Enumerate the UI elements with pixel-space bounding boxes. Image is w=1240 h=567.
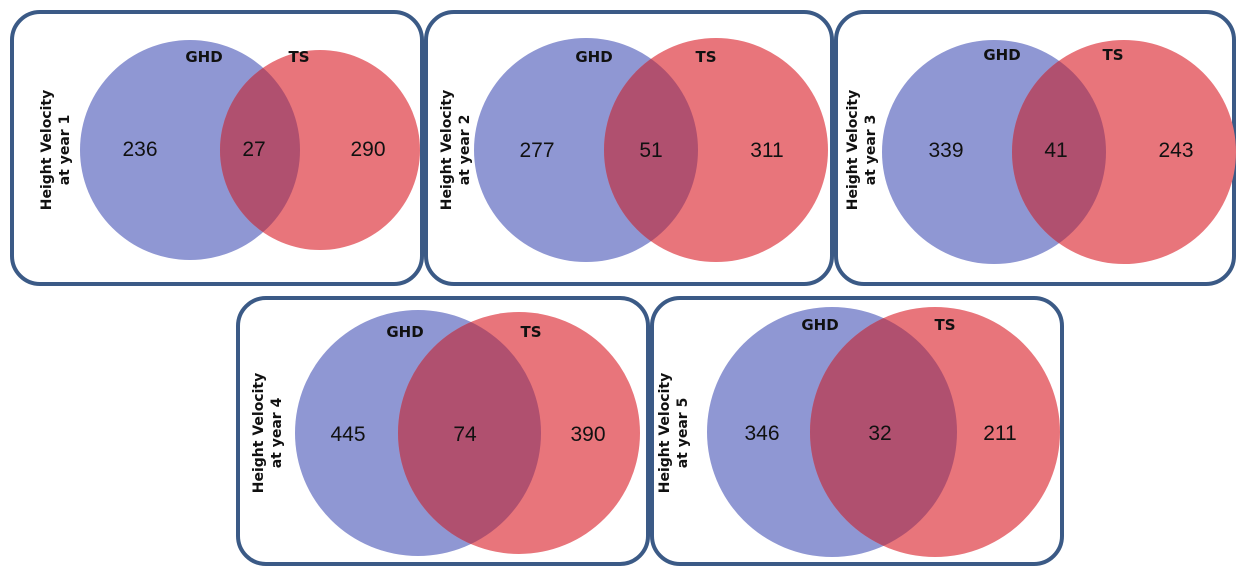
overlap-count: 32 (868, 422, 891, 445)
venn-panel-year-2: Height Velocity at year 2 GHD TS 277 51 … (424, 10, 834, 286)
ts-set-label: TS (1102, 46, 1123, 64)
ghd-only-count: 339 (928, 139, 963, 162)
panel-title-line-1: Height Velocity (657, 373, 673, 493)
ghd-set-label: GHD (983, 46, 1020, 64)
ts-only-count: 290 (350, 138, 385, 161)
overlap-count: 74 (453, 423, 477, 446)
panel-title-line-1: Height Velocity (39, 90, 55, 210)
venn-panel-year-3: Height Velocity at year 3 GHD TS 339 41 … (834, 10, 1236, 286)
ts-only-count: 390 (570, 423, 605, 446)
venn-panel-year-4: Height Velocity at year 4 GHD TS 445 74 … (236, 296, 650, 566)
ts-set-label: TS (934, 316, 955, 334)
ghd-only-count: 346 (744, 422, 779, 445)
venn-panel-year-5: Height Velocity at year 5 GHD TS 346 32 … (650, 296, 1064, 566)
panel-title-line-2: at year 2 (457, 115, 473, 186)
overlap-region (1012, 40, 1106, 264)
ts-only-count: 311 (750, 139, 783, 162)
panel-title-line-2: at year 1 (57, 115, 73, 186)
overlap-count: 27 (242, 138, 265, 161)
ghd-only-count: 236 (122, 138, 157, 161)
ts-set-label: TS (288, 48, 309, 66)
ghd-set-label: GHD (801, 316, 838, 334)
panel-title-line-1: Height Velocity (845, 90, 861, 210)
panel-title-line-2: at year 4 (269, 397, 285, 468)
venn-panel-year-1: Height Velocity at year 1 GHD TS 236 27 … (10, 10, 424, 286)
ghd-set-label: GHD (185, 48, 222, 66)
ts-only-count: 243 (1158, 139, 1193, 162)
ghd-set-label: GHD (386, 323, 423, 341)
panel-title-line-2: at year 3 (863, 115, 879, 186)
panel-title-line-1: Height Velocity (439, 90, 455, 210)
ts-only-count: 211 (983, 422, 1016, 445)
ghd-only-count: 277 (519, 139, 554, 162)
overlap-count: 51 (639, 139, 662, 162)
overlap-region (604, 38, 698, 262)
ghd-set-label: GHD (575, 48, 612, 66)
panel-title-line-1: Height Velocity (251, 373, 267, 493)
ghd-only-count: 445 (330, 423, 365, 446)
overlap-region (398, 312, 541, 554)
panel-title-line-2: at year 5 (675, 398, 691, 469)
overlap-count: 41 (1044, 139, 1067, 162)
overlap-region (220, 50, 300, 250)
overlap-region (810, 307, 957, 557)
ts-set-label: TS (695, 48, 716, 66)
ts-set-label: TS (520, 323, 541, 341)
